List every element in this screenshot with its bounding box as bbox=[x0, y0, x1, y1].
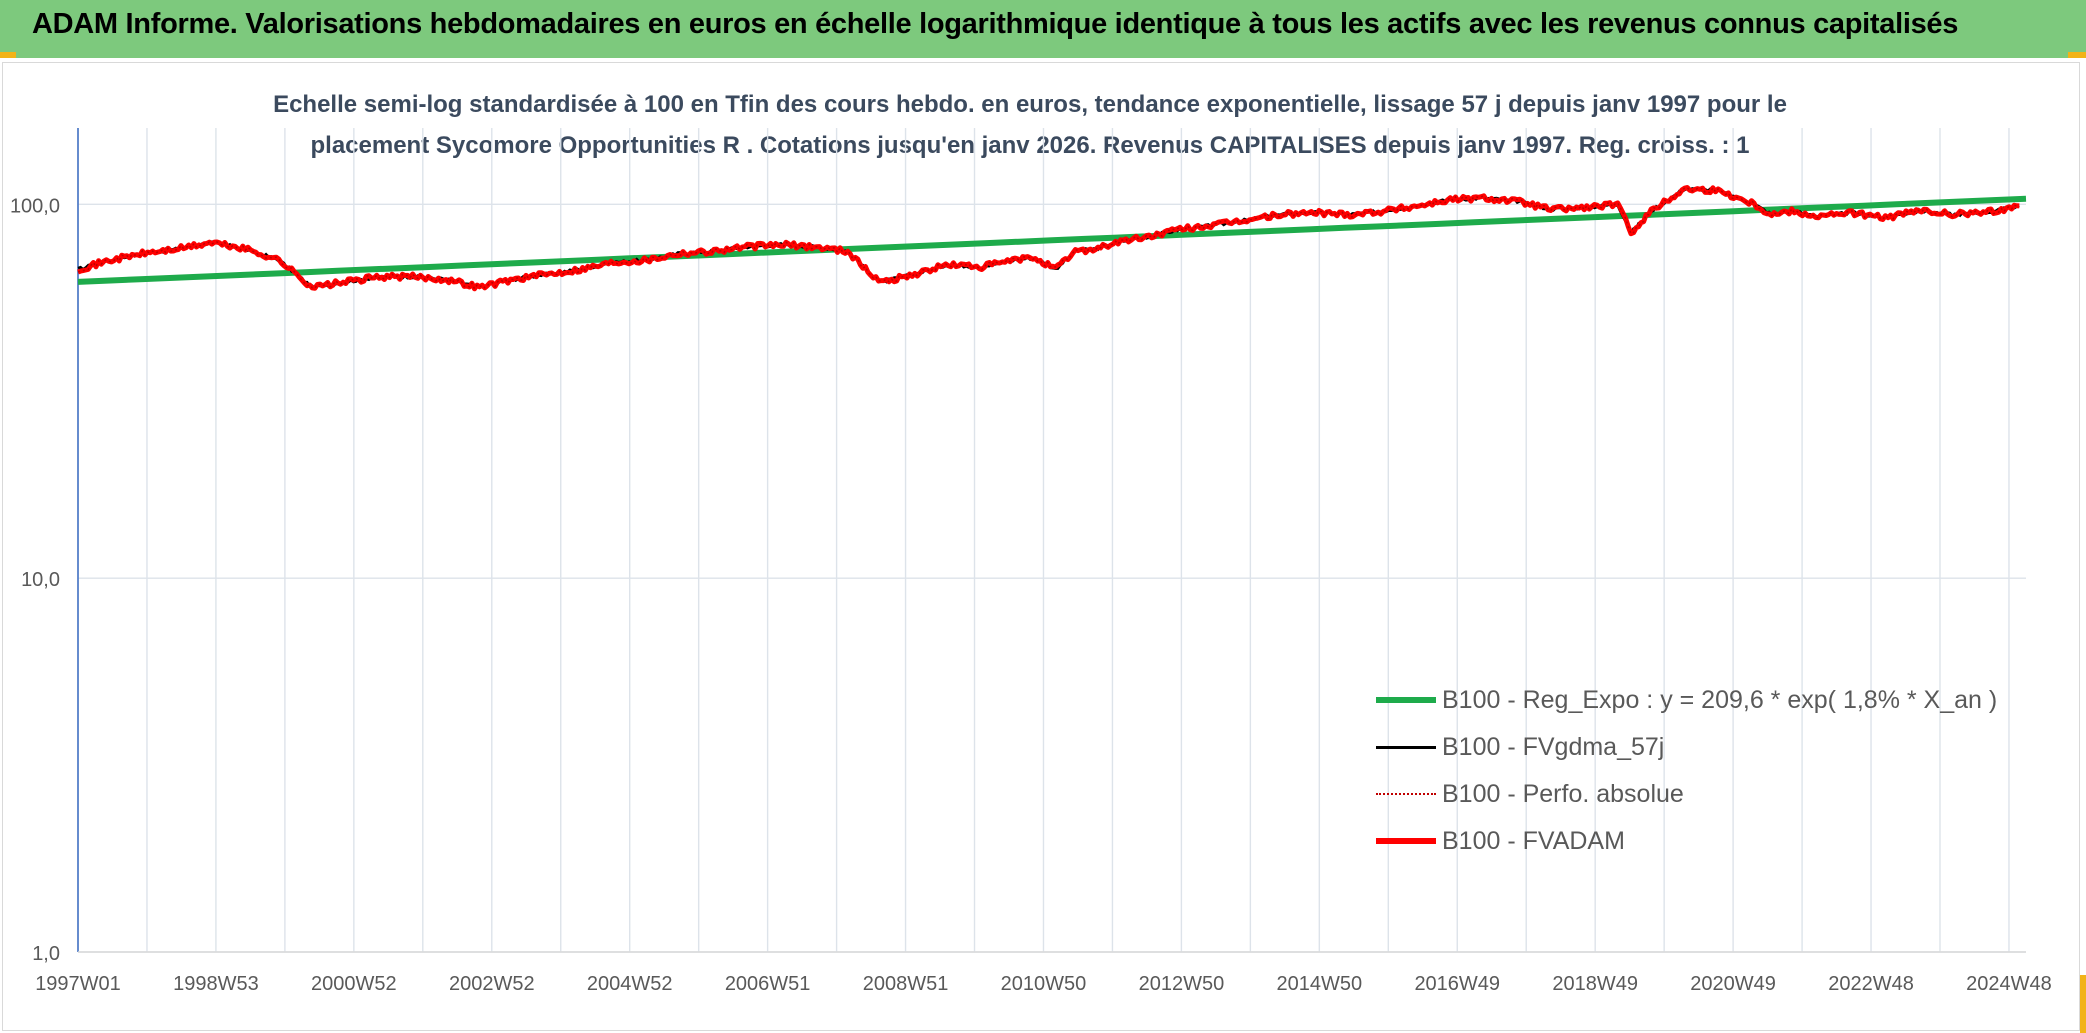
x-tick-label: 2022W48 bbox=[1828, 973, 1914, 995]
legend-item-fvadam: B100 - FVADAM bbox=[1376, 821, 1625, 861]
report-title: ADAM Informe. Valorisations hebdomadaire… bbox=[32, 8, 1959, 40]
chart-series bbox=[77, 185, 2027, 292]
x-tick-label: 2020W49 bbox=[1690, 973, 1776, 995]
x-tick-label: 1998W53 bbox=[173, 973, 259, 995]
legend-label-fvgdma: B100 - FVgdma_57j bbox=[1442, 732, 1665, 761]
chart-subtitle-line-1: Echelle semi-log standardisée à 100 en T… bbox=[273, 91, 1787, 118]
x-tick-label: 2016W49 bbox=[1414, 973, 1500, 995]
y-tick-label: 100,0 bbox=[10, 195, 60, 217]
chart-grid bbox=[77, 128, 2026, 953]
legend-label-reg-expo: B100 - Reg_Expo : y = 209,6 * exp( 1,8% … bbox=[1442, 685, 1998, 714]
legend-swatch-perfo bbox=[1376, 793, 1436, 795]
x-tick-label: 2002W52 bbox=[449, 973, 535, 995]
legend-item-perfo: B100 - Perfo. absolue bbox=[1376, 774, 1684, 814]
legend-swatch-reg-expo bbox=[1376, 697, 1436, 703]
x-tick-label: 2014W50 bbox=[1277, 973, 1363, 995]
x-tick-label: 2000W52 bbox=[311, 973, 397, 995]
x-tick-label: 2018W49 bbox=[1552, 973, 1638, 995]
y-tick-label: 10,0 bbox=[21, 569, 60, 591]
legend-item-fvgdma: B100 - FVgdma_57j bbox=[1376, 727, 1664, 767]
corner-accent-left bbox=[0, 52, 16, 58]
corner-accent-right bbox=[2068, 52, 2086, 58]
legend-label-perfo: B100 - Perfo. absolue bbox=[1442, 779, 1684, 808]
legend-swatch-fvgdma bbox=[1376, 745, 1436, 749]
x-tick-label: 2010W50 bbox=[1001, 973, 1087, 995]
chart-frame bbox=[2, 62, 2080, 1031]
x-tick-label: 2012W50 bbox=[1139, 973, 1225, 995]
report-banner: ADAM Informe. Valorisations hebdomadaire… bbox=[0, 0, 2086, 58]
x-tick-label: 2024W48 bbox=[1966, 973, 2052, 995]
legend-swatch-fvadam bbox=[1376, 838, 1436, 844]
legend-item-reg-expo: B100 - Reg_Expo : y = 209,6 * exp( 1,8% … bbox=[1376, 680, 1997, 720]
series-line-reg-expo bbox=[77, 195, 2027, 285]
series-line-perfo bbox=[77, 186, 2020, 291]
x-tick-label: 2006W51 bbox=[725, 973, 811, 995]
chart-subtitle-line-2: placement Sycomore Opportunities R . Cot… bbox=[310, 132, 1750, 159]
chart-subtitle: Echelle semi-log standardisée à 100 en T… bbox=[180, 84, 1880, 166]
corner-accent-bottom-right bbox=[2080, 975, 2086, 1033]
x-tick-label: 2004W52 bbox=[587, 973, 673, 995]
chart-tick-labels: 1,0 10,0 100,0 1997W01 1998W53 2000W52 2002W52… bbox=[10, 195, 2052, 995]
x-tick-label: 1997W01 bbox=[35, 973, 121, 995]
legend-label-fvadam: B100 - FVADAM bbox=[1442, 826, 1625, 855]
y-tick-label: 1,0 bbox=[32, 943, 60, 965]
x-tick-label: 2008W51 bbox=[863, 973, 949, 995]
chart-axes bbox=[77, 128, 2026, 953]
